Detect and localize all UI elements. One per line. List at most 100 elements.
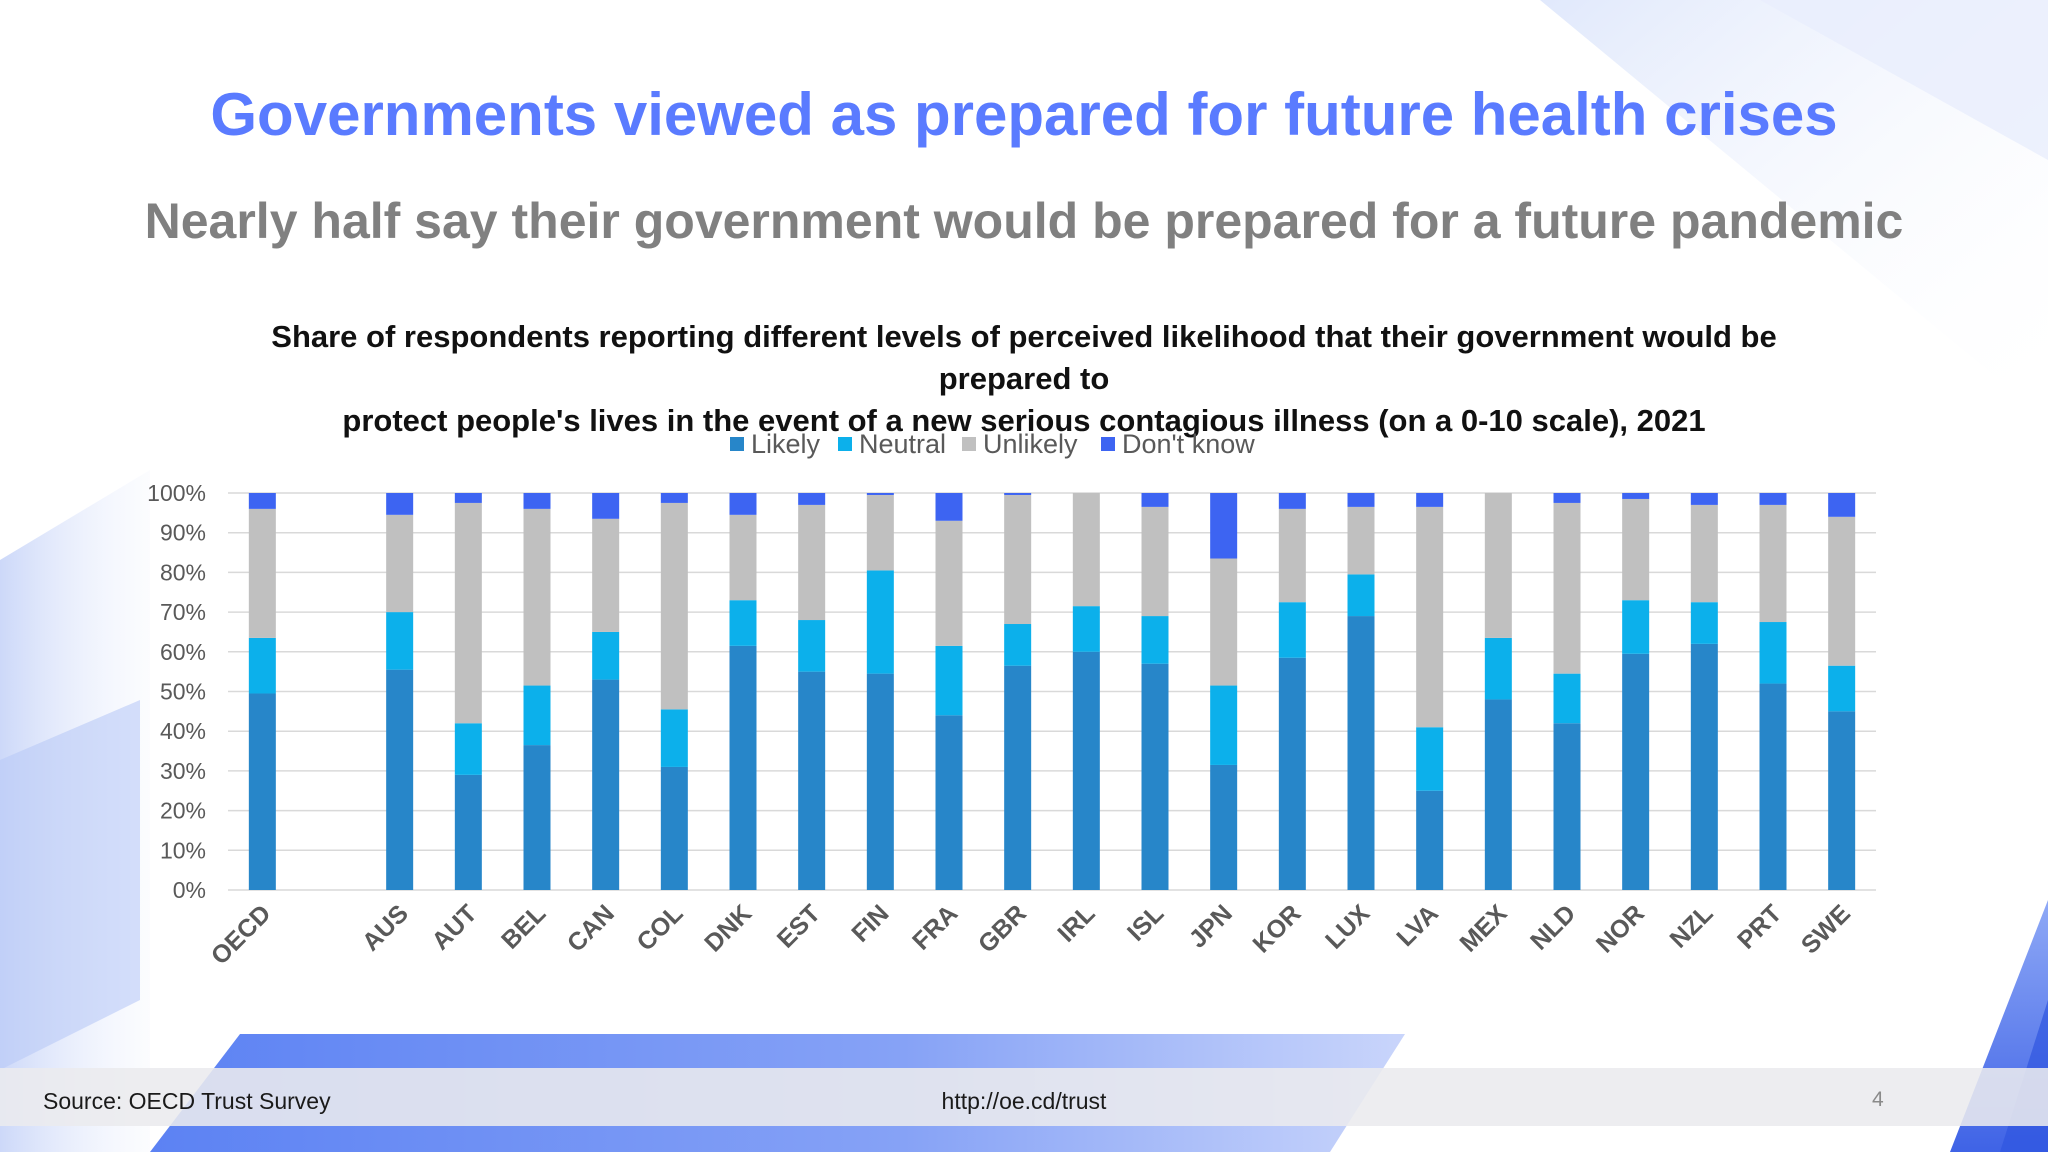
bar-aus-likely <box>386 669 414 890</box>
x-tick-label: MEX <box>1454 899 1512 957</box>
bar-fra-likely <box>935 715 963 890</box>
bar-aut-don-t-know <box>454 493 482 503</box>
x-tick-label: EST <box>772 899 826 953</box>
bar-bel-neutral <box>523 685 551 746</box>
bar-lva-unlikely <box>1416 506 1444 728</box>
bar-jpn-unlikely <box>1210 558 1238 686</box>
bar-mex-neutral <box>1484 637 1512 700</box>
bar-bel-unlikely <box>523 508 551 686</box>
bar-isl-don-t-know <box>1141 493 1169 507</box>
bar-aus-neutral <box>386 612 414 670</box>
bar-kor-don-t-know <box>1278 493 1306 509</box>
x-tick-label: OECD <box>206 899 277 970</box>
bar-lva-don-t-know <box>1416 493 1444 507</box>
bar-dnk-unlikely <box>729 514 757 601</box>
bar-lva-likely <box>1416 790 1444 890</box>
bar-fin-unlikely <box>866 494 894 571</box>
bar-oecd-don-t-know <box>248 493 276 509</box>
bar-isl-unlikely <box>1141 506 1169 617</box>
bar-swe-unlikely <box>1828 516 1856 666</box>
x-tick-label: IRL <box>1052 899 1100 947</box>
bar-kor-likely <box>1278 657 1306 890</box>
bar-can-don-t-know <box>592 493 620 519</box>
bar-gbr-likely <box>1004 665 1032 890</box>
bar-est-neutral <box>798 620 826 672</box>
bar-bel-likely <box>523 745 551 890</box>
bar-gbr-neutral <box>1004 624 1032 666</box>
bar-dnk-don-t-know <box>729 493 757 515</box>
bar-oecd-unlikely <box>248 508 276 638</box>
bar-lva-neutral <box>1416 727 1444 791</box>
bar-lux-likely <box>1347 616 1375 890</box>
bar-nzl-likely <box>1690 643 1718 890</box>
bar-lux-neutral <box>1347 574 1375 617</box>
chart-title-line-2: protect people's lives in the event of a… <box>342 403 1706 438</box>
x-tick-label: CAN <box>562 899 620 957</box>
bar-fra-unlikely <box>935 520 963 646</box>
bar-aus-unlikely <box>386 514 414 613</box>
x-tick-label: NLD <box>1525 899 1581 955</box>
bar-jpn-likely <box>1210 764 1238 890</box>
page-number: 4 <box>1872 1088 1884 1111</box>
x-tick-label: BEL <box>496 899 551 954</box>
bar-col-likely <box>660 766 688 890</box>
x-tick-label: FIN <box>846 899 894 947</box>
y-tick-label: 90% <box>160 520 206 546</box>
bar-nld-unlikely <box>1553 502 1581 674</box>
bar-bel-don-t-know <box>523 493 551 509</box>
bar-aut-unlikely <box>454 502 482 724</box>
x-tick-label: PRT <box>1732 899 1787 954</box>
x-tick-label: JPN <box>1184 899 1238 953</box>
chart-title: Share of respondents reporting different… <box>224 316 1824 442</box>
bar-prt-likely <box>1759 683 1787 890</box>
bar-aut-neutral <box>454 723 482 775</box>
y-tick-label: 50% <box>160 679 206 705</box>
bar-nor-unlikely <box>1622 498 1650 601</box>
bar-irl-neutral <box>1072 606 1100 652</box>
x-tick-label: NZL <box>1664 899 1718 953</box>
bar-can-unlikely <box>592 518 620 632</box>
bar-nld-likely <box>1553 723 1581 890</box>
bar-prt-unlikely <box>1759 504 1787 623</box>
x-tick-label: GBR <box>973 899 1032 958</box>
y-tick-label: 70% <box>160 599 206 625</box>
source-note: Source: OECD Trust Survey <box>43 1088 331 1114</box>
x-tick-label: DNK <box>699 899 757 957</box>
footer-bar: Source: OECD Trust Survey http://oe.cd/t… <box>0 1068 2048 1126</box>
bar-est-likely <box>798 671 826 890</box>
bar-swe-don-t-know <box>1828 493 1856 517</box>
bar-aus-don-t-know <box>386 493 414 515</box>
y-tick-label: 40% <box>160 718 206 744</box>
bar-oecd-likely <box>248 693 276 890</box>
bar-fra-don-t-know <box>935 493 963 521</box>
legend-swatch-unlikely <box>962 437 976 451</box>
bar-swe-likely <box>1828 711 1856 890</box>
slide-title: Governments viewed as prepared for futur… <box>210 81 1838 148</box>
bar-swe-neutral <box>1828 665 1856 712</box>
x-tick-label: AUS <box>357 899 414 956</box>
bar-irl-unlikely <box>1072 493 1100 607</box>
bar-est-unlikely <box>798 504 826 621</box>
bar-nzl-neutral <box>1690 602 1718 644</box>
bar-oecd-neutral <box>248 637 276 694</box>
legend-label-don-t-know: Don't know <box>1122 429 1255 459</box>
bar-lux-don-t-know <box>1347 493 1375 507</box>
chart-title-line-1: Share of respondents reporting different… <box>271 319 1777 396</box>
bar-fin-neutral <box>866 570 894 674</box>
legend-label-neutral: Neutral <box>859 429 946 459</box>
bar-can-likely <box>592 679 620 890</box>
bar-dnk-neutral <box>729 600 757 646</box>
x-tick-label: NOR <box>1591 899 1650 958</box>
legend-label-unlikely: Unlikely <box>983 429 1078 459</box>
x-tick-label: LUX <box>1320 899 1375 954</box>
footer-link[interactable]: http://oe.cd/trust <box>941 1088 1107 1114</box>
x-tick-label: ISL <box>1122 899 1169 946</box>
bar-nor-don-t-know <box>1622 493 1650 499</box>
legend-swatch-neutral <box>838 437 852 451</box>
stacked-bar-chart: 0% 10% 20% 30% 40% 50% 60% 70% 80% 90% 100% OECD AUS… <box>147 429 1876 970</box>
bar-lux-unlikely <box>1347 506 1375 575</box>
y-tick-label: 10% <box>160 837 206 863</box>
x-tick-label: FRA <box>907 899 963 955</box>
x-tick-label: AUT <box>426 899 482 955</box>
bar-gbr-unlikely <box>1004 494 1032 625</box>
